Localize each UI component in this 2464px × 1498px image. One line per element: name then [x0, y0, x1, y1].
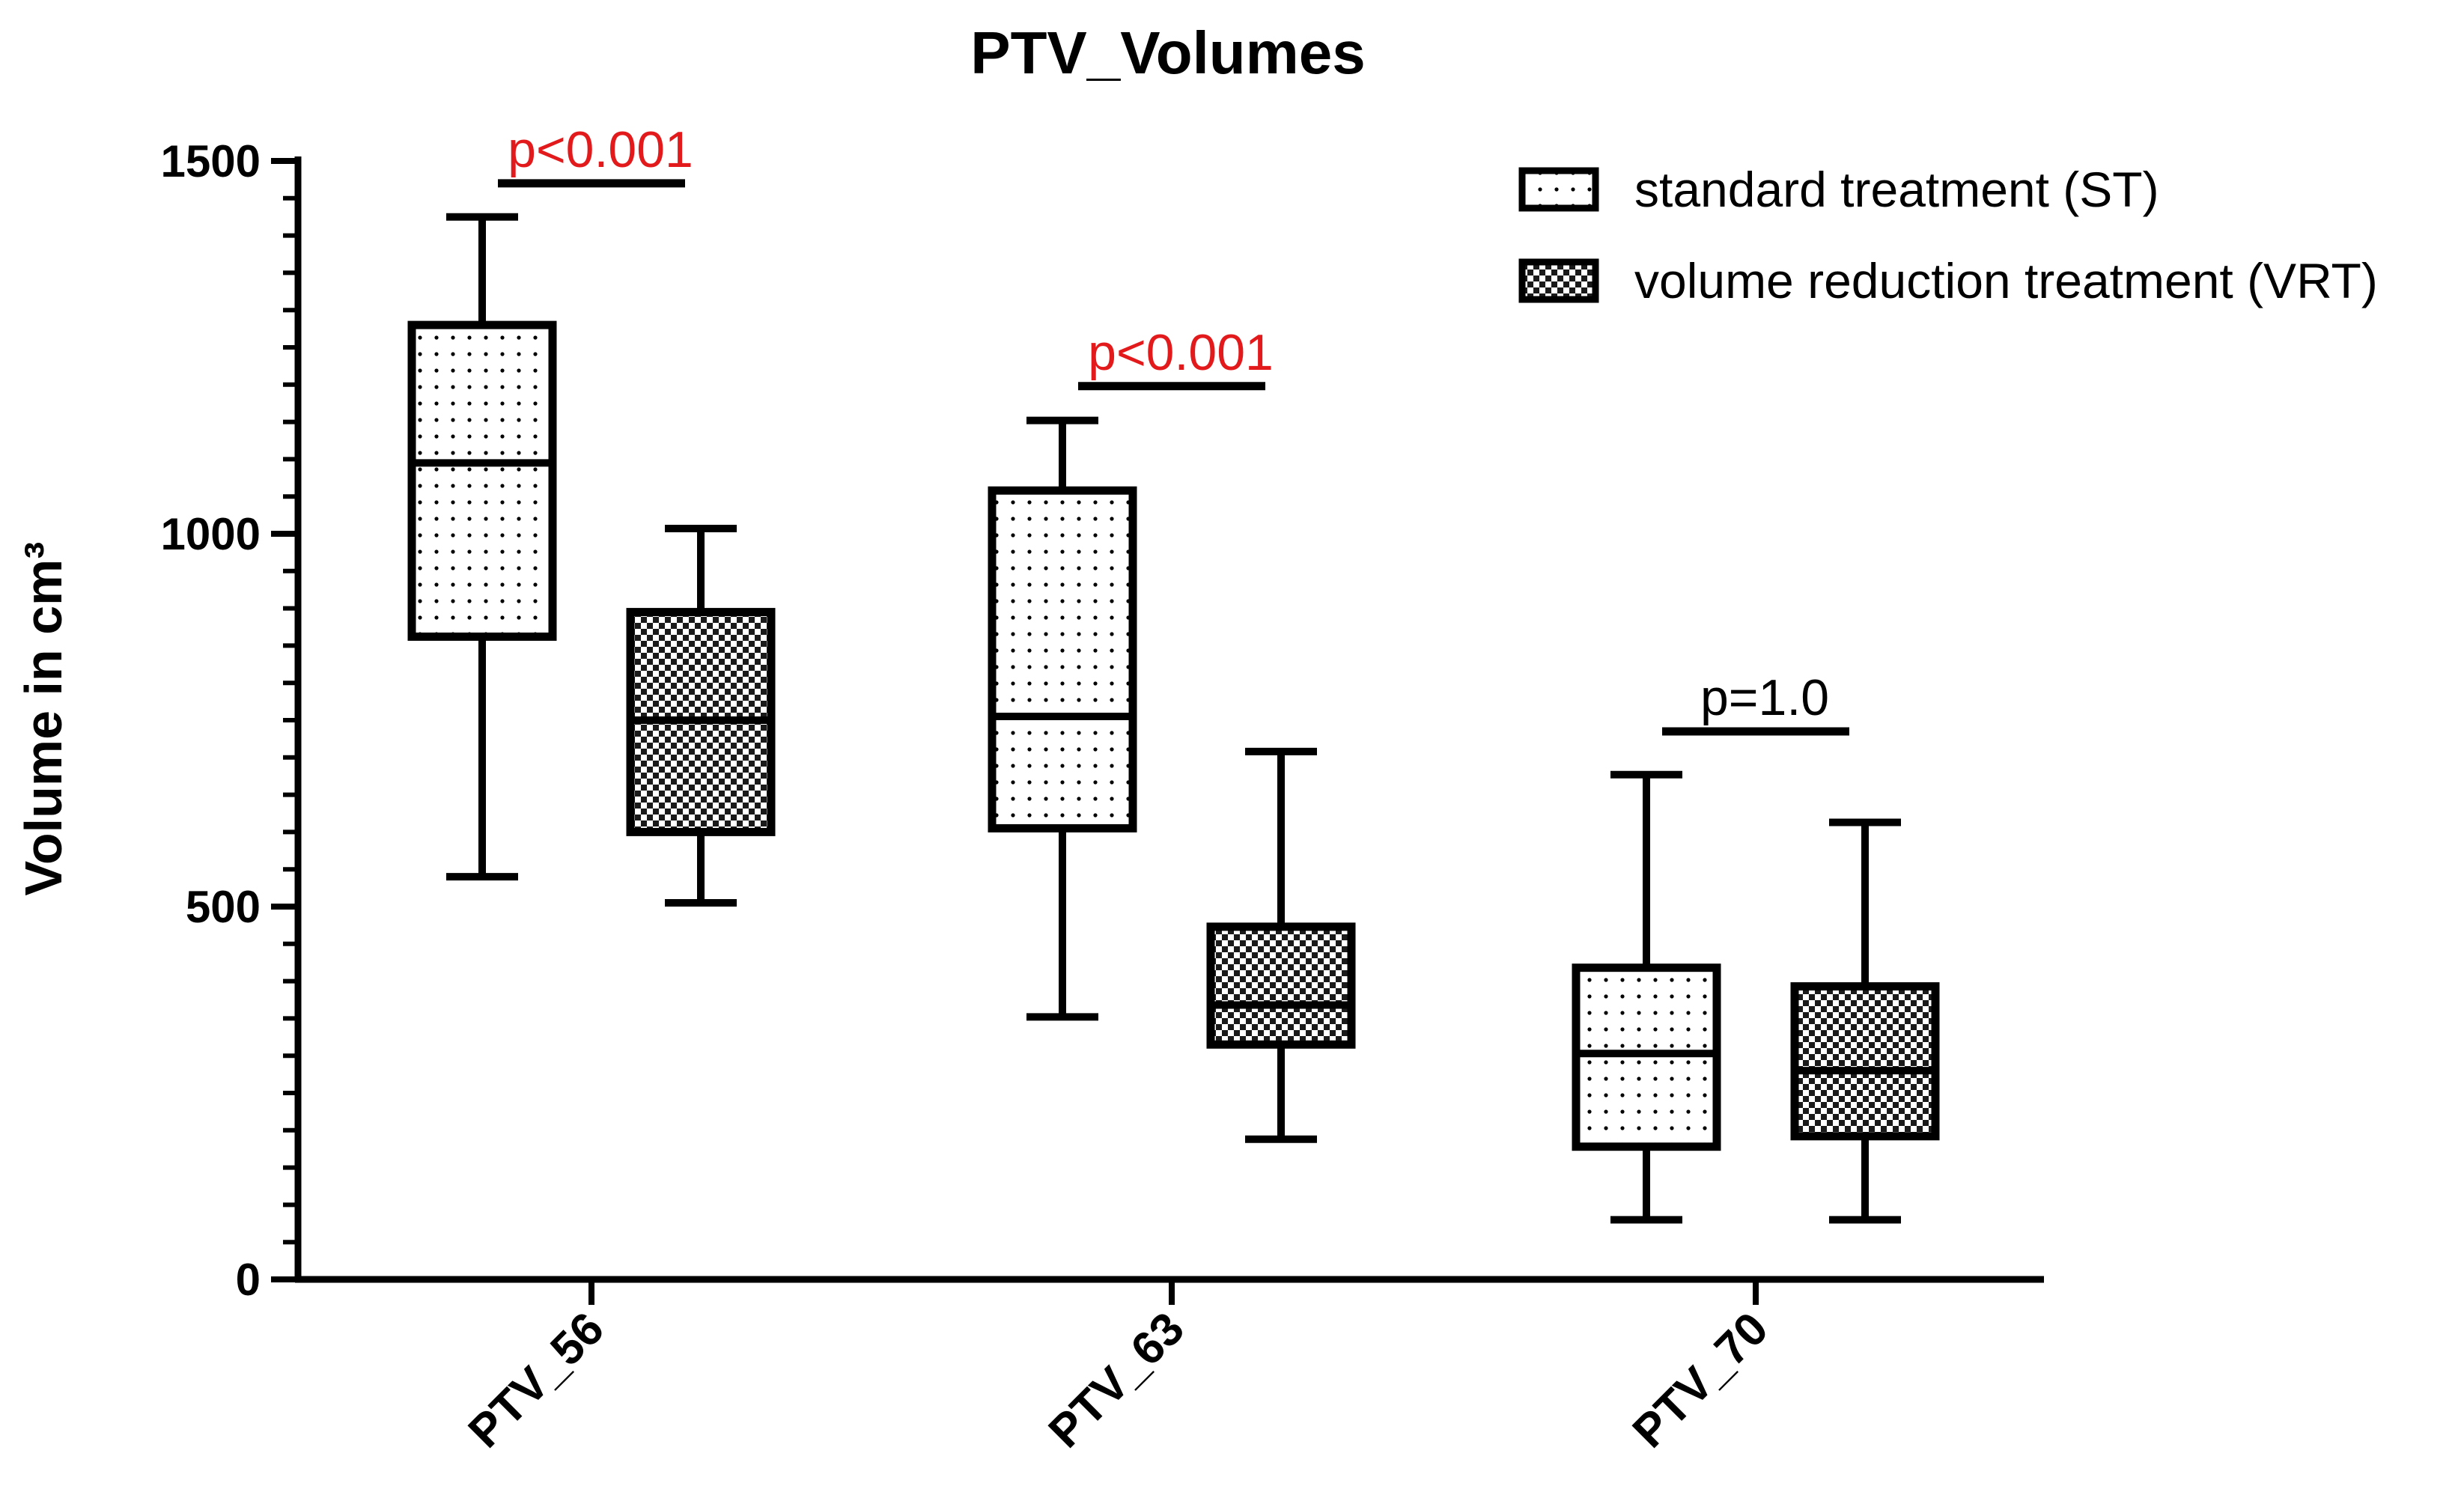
box-iqr — [1206, 922, 1356, 1049]
legend-swatch-st — [1518, 167, 1599, 212]
y-tick-label: 1500 — [161, 136, 261, 186]
box-iqr — [407, 320, 557, 641]
box-iqr — [1790, 982, 1940, 1141]
p-value-label: p=1.0 — [1700, 669, 1829, 726]
y-tick-label: 500 — [186, 882, 261, 932]
p-value-label: p<0.001 — [508, 121, 693, 178]
x-tick-label: PTV_70 — [1623, 1303, 1778, 1458]
chart-title: PTV_Volumes — [970, 19, 1366, 86]
legend: standard treatment (ST) volume reduction… — [1518, 162, 2378, 308]
x-tick-label: PTV_63 — [1039, 1303, 1194, 1458]
legend-label-vrt: volume reduction treatment (VRT) — [1634, 253, 2378, 308]
plot-area: 0 500 1000 1500 PTV_56 PTV_63 PTV_70 p<0.001 p<0… — [161, 121, 2044, 1458]
y-tick-label: 0 — [236, 1255, 261, 1305]
legend-swatch-vrt — [1518, 258, 1599, 303]
box-iqr — [988, 486, 1137, 832]
x-tick-label: PTV_56 — [459, 1303, 614, 1458]
y-axis-title: Volume in cm³ — [14, 541, 73, 895]
p-value-label: p<0.001 — [1088, 324, 1274, 381]
legend-label-st: standard treatment (ST) — [1634, 162, 2159, 217]
y-tick-label: 1000 — [161, 509, 261, 559]
